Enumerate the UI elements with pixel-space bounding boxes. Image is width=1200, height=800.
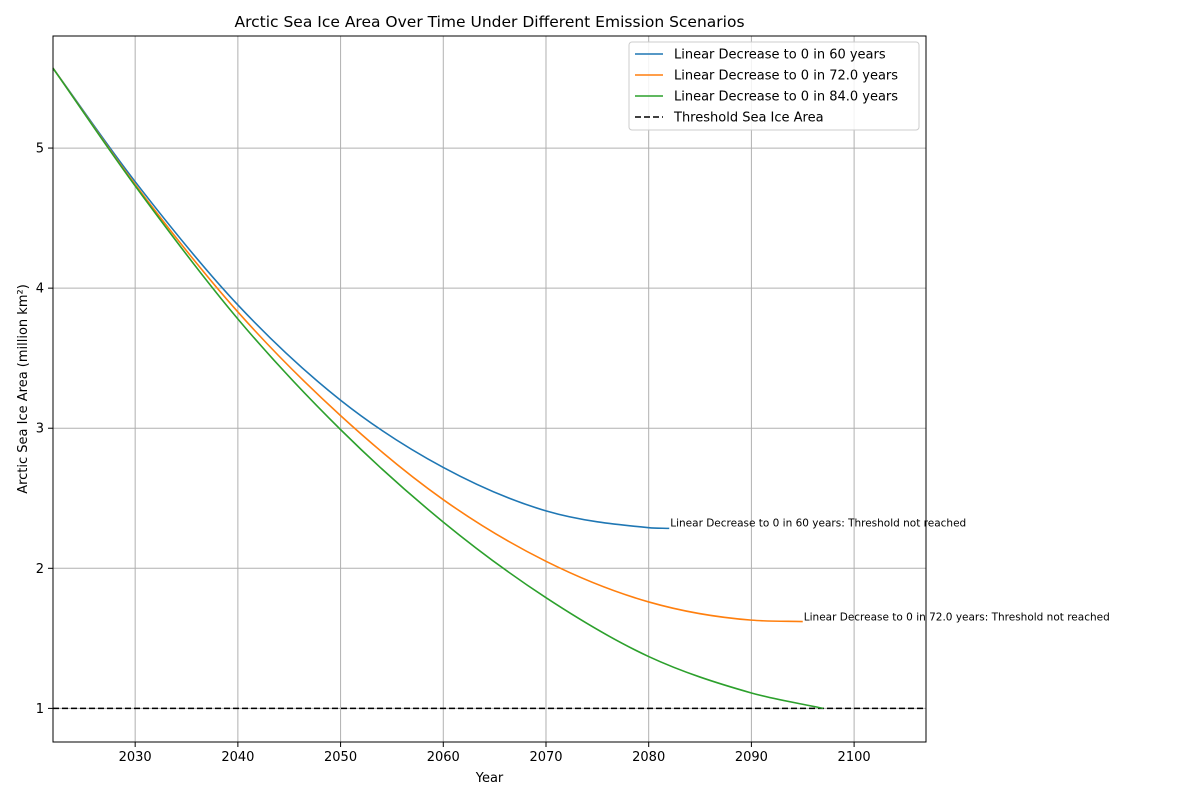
legend-label: Linear Decrease to 0 in 60 years	[674, 48, 886, 63]
legend-box	[628, 41, 920, 131]
tick-layer: 2030 2040 2050 2060 2070 2080 2090 2100 1 2 3 4 5	[36, 142, 871, 765]
x-tick-label: 2090	[735, 750, 768, 765]
y-tick-label: 3	[36, 422, 44, 437]
plot-frame	[52, 35, 927, 743]
legend-label: Linear Decrease to 0 in 84.0 years	[674, 90, 898, 105]
legend: Linear Decrease to 0 in 60 years Linear D…	[628, 41, 920, 131]
x-tick-label: 2030	[119, 750, 152, 765]
x-tick-label: 2040	[221, 750, 254, 765]
x-tick-label: 2070	[529, 750, 562, 765]
x-tick-label: 2060	[427, 750, 460, 765]
chart-title: Arctic Sea Ice Area Over Time Under Diff…	[234, 13, 744, 31]
y-tick-label: 5	[36, 142, 44, 157]
x-tick-label: 2100	[838, 750, 871, 765]
annotation-2: Linear Decrease to 0 in 72.0 years: Thre…	[804, 612, 1110, 624]
y-tick-label: 2	[36, 562, 44, 577]
series-line-1	[52, 67, 670, 530]
y-tick-label: 1	[36, 702, 44, 717]
series-line-3	[52, 67, 824, 710]
annotation-1: Linear Decrease to 0 in 60 years: Thresh…	[670, 518, 966, 530]
y-axis-label: Arctic Sea Ice Area (million km²)	[16, 284, 31, 494]
annotation-layer: Linear Decrease to 0 in 60 years: Thresh…	[670, 518, 1110, 624]
series-line-2	[52, 67, 803, 623]
x-axis-label: Year	[475, 771, 504, 786]
y-tick-label: 4	[36, 282, 44, 297]
x-tick-label: 2050	[324, 750, 357, 765]
series-layer	[52, 67, 824, 710]
x-tick-label: 2080	[632, 750, 665, 765]
legend-label: Threshold Sea Ice Area	[673, 111, 824, 126]
legend-label: Linear Decrease to 0 in 72.0 years	[674, 69, 898, 84]
grid-lines	[53, 36, 926, 742]
